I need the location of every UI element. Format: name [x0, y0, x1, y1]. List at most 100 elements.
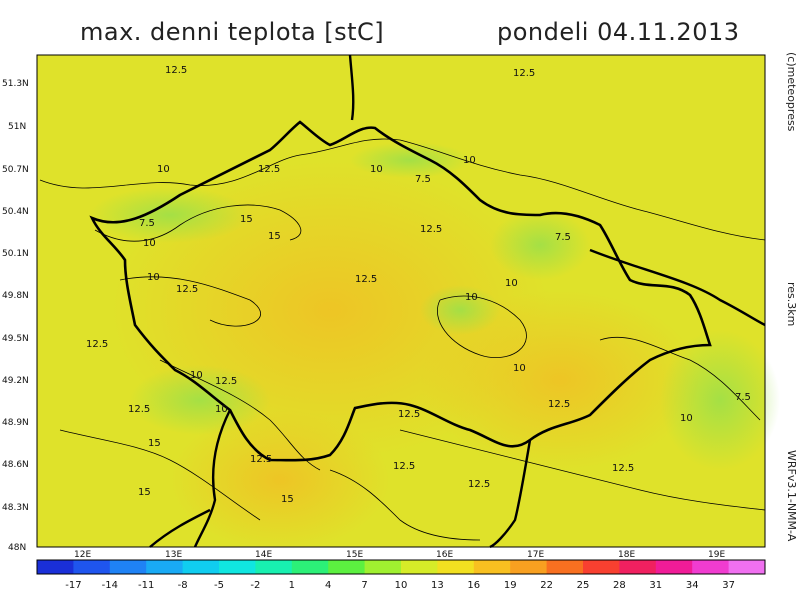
- colorbar-swatch: [583, 560, 620, 574]
- colorbar-swatch: [401, 560, 438, 574]
- resolution-label: res.3km: [785, 282, 798, 327]
- contour-label: 10: [505, 278, 518, 289]
- contour-label: 12.5: [548, 399, 570, 410]
- contour-label: 12.5: [355, 274, 377, 285]
- warm-region-south: [170, 410, 390, 550]
- lon-label: 19E: [708, 550, 725, 560]
- lat-label: 50.7N: [2, 165, 29, 175]
- czech-border: [89, 120, 712, 462]
- colorbar-swatch: [291, 560, 329, 574]
- contour-label: 15: [148, 438, 161, 449]
- cool-region-jeseniky: [490, 210, 590, 280]
- colorbar-tick-label: 34: [686, 580, 699, 591]
- colorbar-tick-label: -11: [138, 580, 154, 591]
- cool-region-beskydy: [660, 330, 780, 470]
- colorbar-tick-label: 31: [649, 580, 662, 591]
- colorbar: [36, 559, 766, 575]
- colorbar-swatch: [328, 560, 366, 574]
- colorbar-swatch: [655, 560, 693, 574]
- map-frame: [36, 54, 766, 548]
- contour-label: 12.5: [513, 68, 535, 79]
- model-label: WRFv3.1-NMM-A: [785, 450, 798, 542]
- map-date: pondeli 04.11.2013: [497, 18, 740, 46]
- colorbar-tick-label: 25: [577, 580, 590, 591]
- border-de-pl: [348, 54, 355, 121]
- colorbar-frame: [36, 559, 766, 575]
- lon-label: 14E: [255, 550, 272, 560]
- contour-label: 10: [680, 413, 693, 424]
- lon-label: 15E: [346, 550, 363, 560]
- isotherm-2: [94, 204, 302, 242]
- contour-label: 12.5: [165, 65, 187, 76]
- isotherm-8: [399, 429, 766, 511]
- contour-label: 10: [465, 292, 478, 303]
- contour-label: 10: [190, 370, 203, 381]
- lat-label: 48.6N: [2, 460, 29, 470]
- colorbar-tick-label: -5: [214, 580, 224, 591]
- border-de-at: [193, 409, 232, 548]
- border-south: [149, 508, 211, 548]
- colorbar-tick-label: 16: [467, 580, 480, 591]
- colorbar-ticks: -17 -14 -11 -8 -5 -2 1 4 7 10 13 16 19 22 25 28 31 34 37: [65, 580, 735, 591]
- colorbar-tick-label: 1: [289, 580, 295, 591]
- isotherm-6: [599, 336, 761, 421]
- colorbar-tick-label: 7: [361, 580, 367, 591]
- contour-label: 12.5: [258, 164, 280, 175]
- contour-label: 12.5: [612, 463, 634, 474]
- latitude-axis: 51.3N 51N 50.7N 50.4N 50.1N 49.8N 49.5N …: [2, 79, 29, 553]
- lat-label: 49.8N: [2, 291, 29, 301]
- contour-label: 15: [268, 231, 281, 242]
- lat-label: 50.1N: [2, 249, 29, 259]
- colorbar-swatch: [109, 560, 147, 574]
- colorbar-swatch: [473, 560, 511, 574]
- isotherm-9: [329, 469, 481, 541]
- lat-label: 48N: [8, 543, 26, 553]
- contour-label: 10: [147, 272, 160, 283]
- lat-label: 48.9N: [2, 418, 29, 428]
- colorbar-swatch: [146, 560, 184, 574]
- lon-label: 18E: [618, 550, 635, 560]
- isotherm-lines: [39, 138, 766, 541]
- contour-label: 12.5: [398, 409, 420, 420]
- contour-label: 10: [143, 238, 156, 249]
- cool-region-krusne: [90, 187, 250, 243]
- colorbar-swatch: [255, 560, 293, 574]
- colorbar-tick-label: 4: [325, 580, 331, 591]
- copyright-label: (c)meteopress: [785, 52, 798, 132]
- cool-region-krkonose: [350, 142, 470, 178]
- isotherm-1: [39, 138, 766, 241]
- colorbar-tick-label: -8: [178, 580, 188, 591]
- contour-label: 15: [240, 214, 253, 225]
- colorbar-tick-label: 37: [722, 580, 735, 591]
- contour-label: 10: [157, 164, 170, 175]
- contour-label: 12.5: [215, 376, 237, 387]
- isotherm-3: [119, 276, 261, 327]
- colorbar-swatch: [37, 560, 74, 574]
- contour-label: 15: [138, 487, 151, 498]
- lat-label: 48.3N: [2, 503, 29, 513]
- colorbar-tick-label: -14: [102, 580, 118, 591]
- contour-label: 12.5: [86, 339, 108, 350]
- colorbar-swatch: [437, 560, 475, 574]
- colorbar-swatch: [728, 560, 766, 574]
- border-pl-sk: [589, 248, 766, 327]
- lon-label: 12E: [74, 550, 91, 560]
- lon-label: 17E: [527, 550, 544, 560]
- lat-label: 50.4N: [2, 207, 29, 217]
- contour-label: 7.5: [555, 232, 571, 243]
- lat-label: 51.3N: [2, 79, 29, 89]
- cool-region-vysocina: [420, 285, 500, 335]
- contour-label: 10: [463, 155, 476, 166]
- contour-label: 12.5: [128, 404, 150, 415]
- contour-label: 10: [215, 404, 228, 415]
- contour-label: 12.5: [250, 454, 272, 465]
- colorbar-swatch: [619, 560, 657, 574]
- contour-label: 7.5: [139, 218, 155, 229]
- contour-label: 7.5: [735, 392, 751, 403]
- warm-region-east: [420, 290, 700, 470]
- colorbar-tick-label: 19: [504, 580, 517, 591]
- lat-label: 49.2N: [2, 376, 29, 386]
- contour-label: 7.5: [415, 174, 431, 185]
- lon-label: 16E: [436, 550, 453, 560]
